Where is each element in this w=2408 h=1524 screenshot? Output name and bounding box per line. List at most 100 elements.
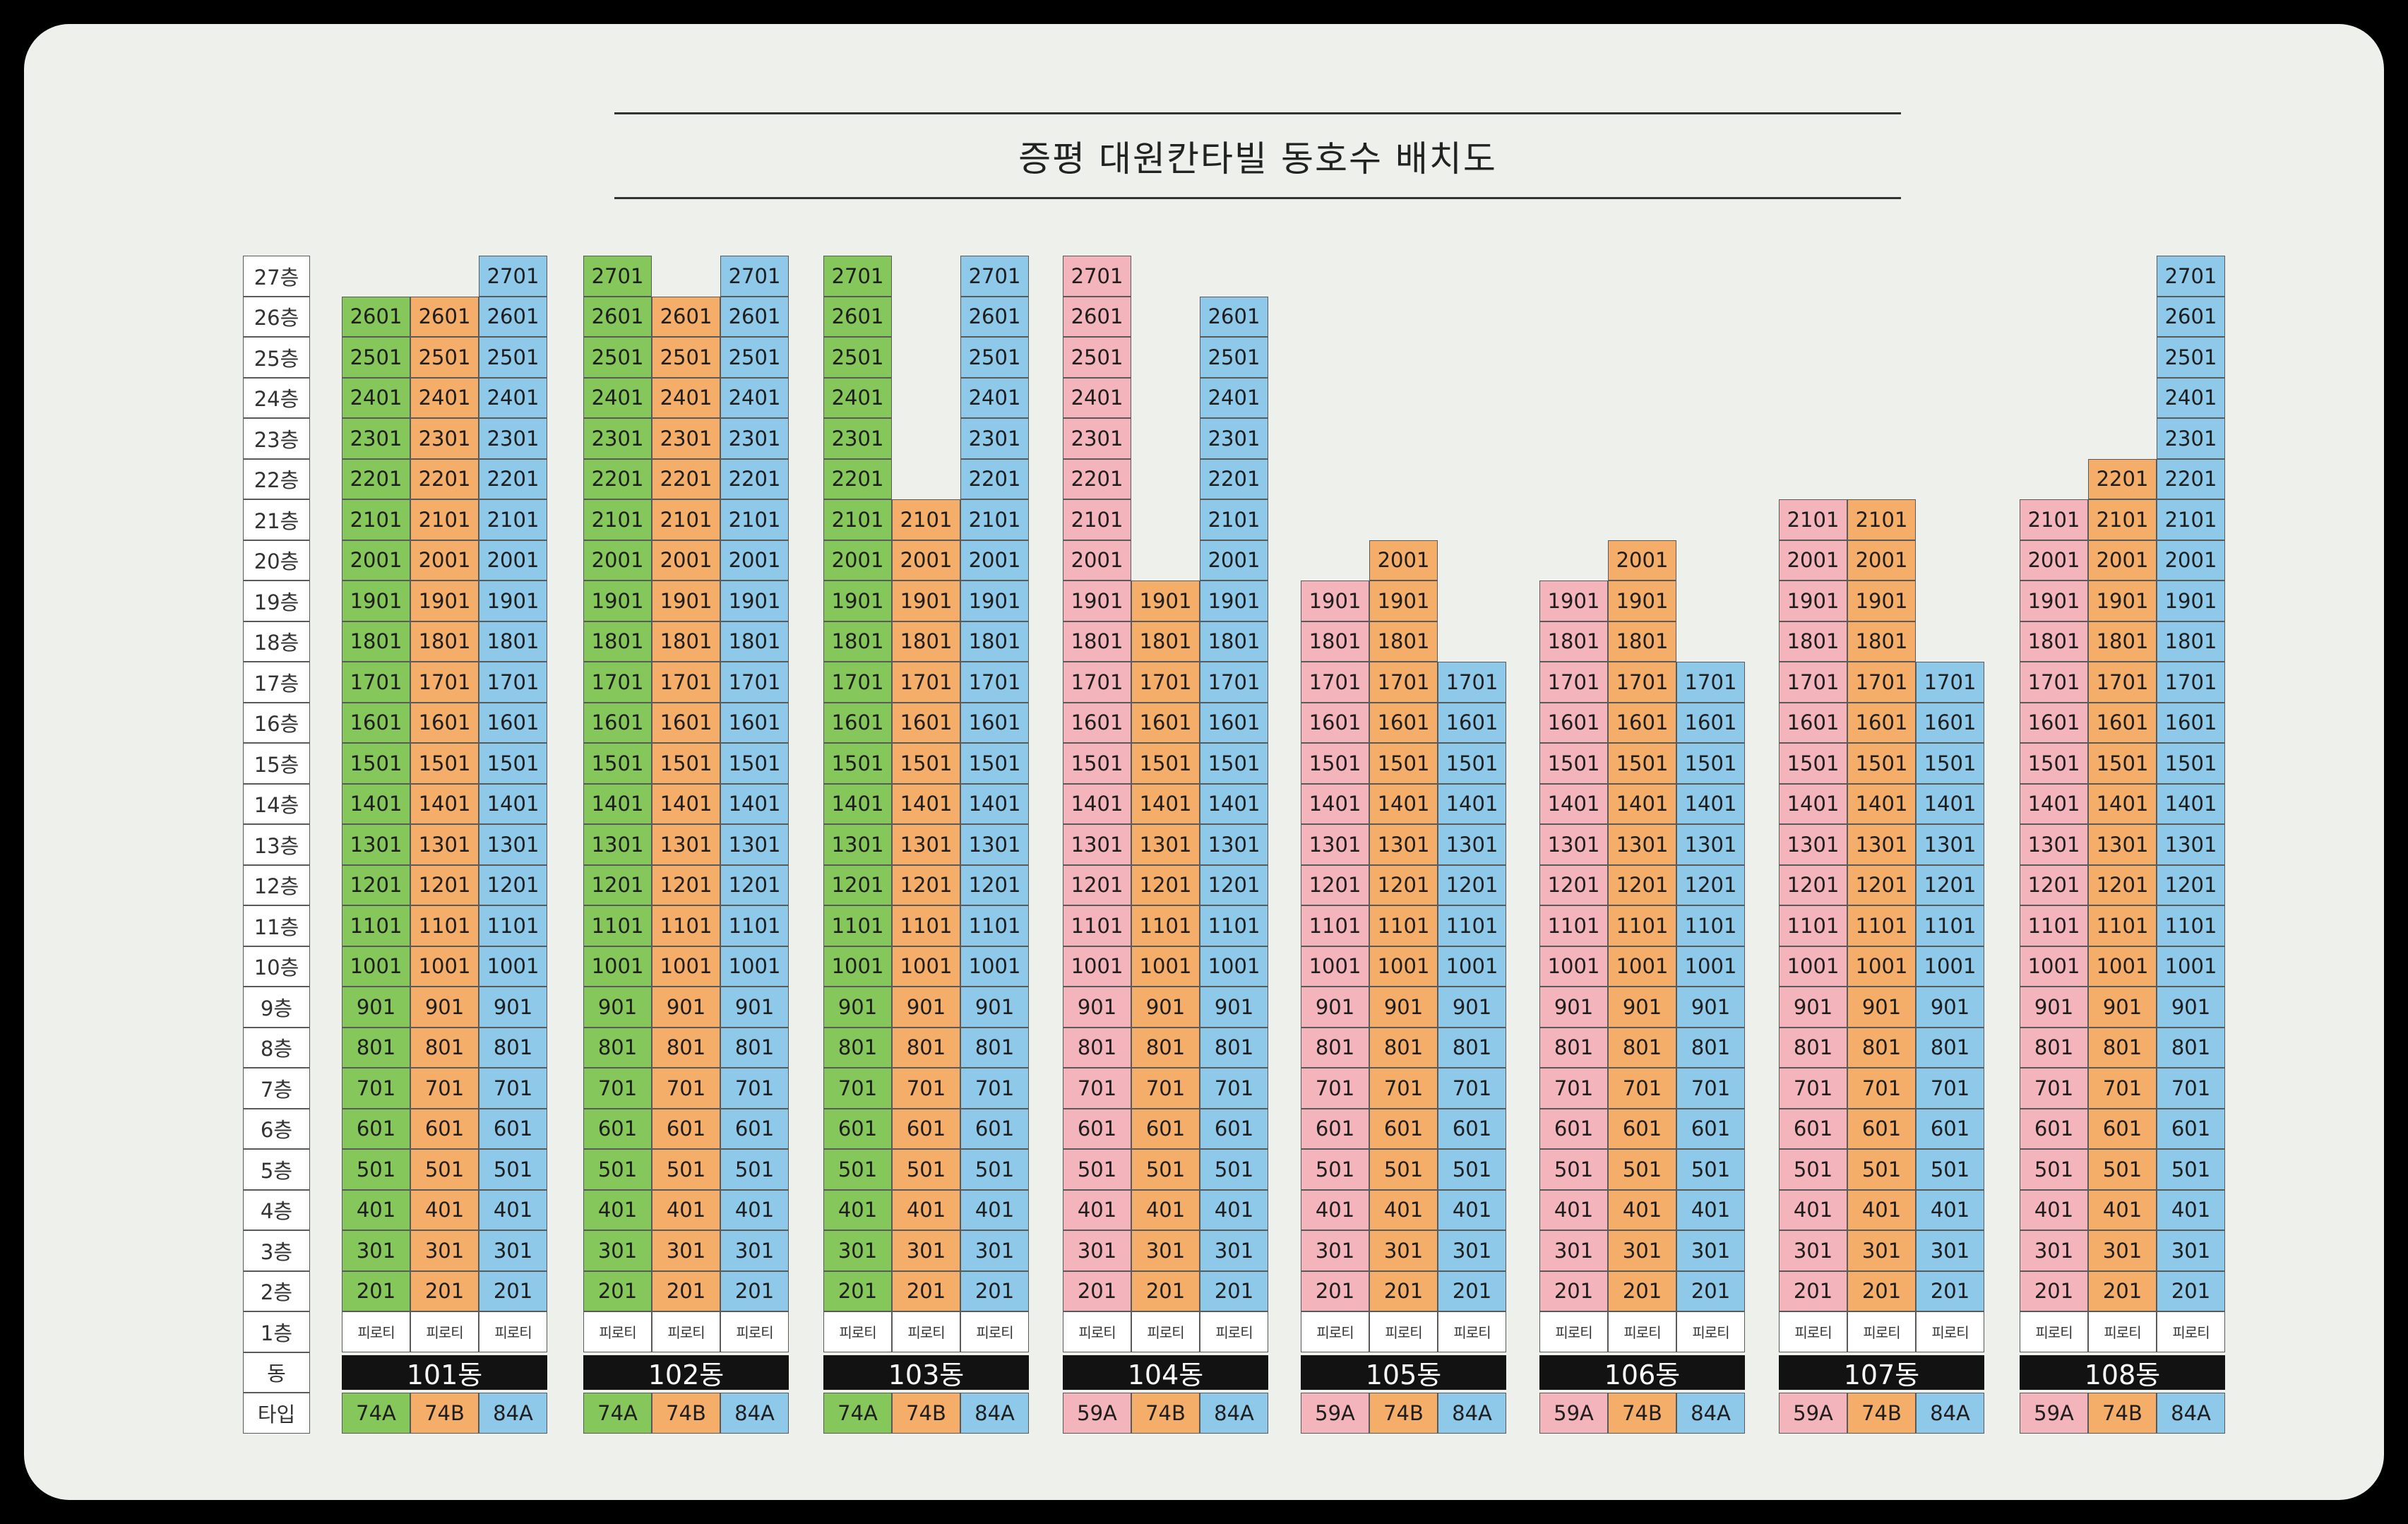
unit-cell: 1301 (960, 824, 1029, 865)
type-cell: 74B (652, 1393, 720, 1434)
unit-cell: 1301 (1676, 824, 1745, 865)
unit-cell: 1901 (1608, 581, 1676, 621)
unit-cell: 1401 (1539, 783, 1608, 824)
unit-cell: 2201 (410, 458, 479, 499)
unit-cell: 1101 (1539, 905, 1608, 946)
unit-cell: 201 (410, 1270, 479, 1311)
unit-cell: 1201 (1539, 864, 1608, 905)
unit-cell: 801 (583, 1027, 652, 1068)
unit-cell: 1501 (1200, 743, 1268, 784)
unit-cell: 2301 (652, 418, 720, 459)
unit-cell: 1201 (2020, 864, 2088, 905)
unit-cell: 1601 (1608, 702, 1676, 743)
unit-cell: 1801 (342, 621, 410, 662)
unit-cell: 1501 (1847, 743, 1916, 784)
unit-cell: 401 (583, 1189, 652, 1230)
unit-cell: 2701 (583, 256, 652, 297)
unit-cell: 2401 (2157, 377, 2225, 418)
unit-cell: 701 (583, 1068, 652, 1109)
floor-label: 17층 (243, 662, 310, 703)
unit-cell: 501 (1131, 1149, 1200, 1190)
unit-cell: 1601 (1369, 702, 1438, 743)
unit-cell: 2601 (823, 296, 892, 337)
unit-cell: 2301 (720, 418, 789, 459)
unit-cell: 201 (1200, 1270, 1268, 1311)
unit-cell: 1801 (1539, 621, 1608, 662)
unit-cell: 1401 (1301, 783, 1369, 824)
pilotis-cell: 피로티 (892, 1311, 960, 1352)
unit-cell: 201 (960, 1270, 1029, 1311)
unit-cell: 2401 (960, 377, 1029, 418)
floor-label: 4층 (243, 1189, 310, 1230)
unit-cell: 401 (1539, 1189, 1608, 1230)
unit-cell: 1101 (1200, 905, 1268, 946)
unit-cell: 2101 (1200, 499, 1268, 540)
unit-cell: 1101 (479, 905, 547, 946)
unit-cell: 2001 (2157, 540, 2225, 581)
unit-cell: 2101 (342, 499, 410, 540)
unit-cell: 1201 (342, 864, 410, 905)
unit-cell: 1001 (479, 946, 547, 987)
unit-cell: 1701 (892, 662, 960, 703)
unit-cell: 201 (1608, 1270, 1676, 1311)
unit-cell: 1401 (2088, 783, 2157, 824)
unit-cell: 1701 (2020, 662, 2088, 703)
unit-cell: 701 (1916, 1068, 1984, 1109)
unit-cell: 2701 (960, 256, 1029, 297)
unit-cell: 1001 (1369, 946, 1438, 987)
unit-cell: 1001 (410, 946, 479, 987)
unit-cell: 901 (1063, 987, 1131, 1028)
unit-cell: 201 (2088, 1270, 2157, 1311)
unit-cell: 1401 (1131, 783, 1200, 824)
unit-cell: 1101 (1369, 905, 1438, 946)
unit-cell: 1601 (1063, 702, 1131, 743)
unit-cell: 1801 (1369, 621, 1438, 662)
unit-cell: 1401 (960, 783, 1029, 824)
unit-cell: 1101 (720, 905, 789, 946)
unit-cell: 1201 (823, 864, 892, 905)
unit-cell: 1701 (1916, 662, 1984, 703)
unit-cell: 1301 (892, 824, 960, 865)
unit-cell: 2101 (1779, 499, 1847, 540)
unit-cell: 1201 (2088, 864, 2157, 905)
type-cell: 84A (1438, 1393, 1506, 1434)
unit-cell: 2101 (652, 499, 720, 540)
pilotis-cell: 피로티 (1539, 1311, 1608, 1352)
unit-cell: 801 (1608, 1027, 1676, 1068)
unit-cell: 1101 (1131, 905, 1200, 946)
unit-cell: 701 (2020, 1068, 2088, 1109)
unit-cell: 1201 (1200, 864, 1268, 905)
unit-cell: 2301 (479, 418, 547, 459)
unit-cell: 1601 (892, 702, 960, 743)
unit-cell: 1401 (1369, 783, 1438, 824)
type-cell: 84A (2157, 1393, 2225, 1434)
unit-cell: 701 (823, 1068, 892, 1109)
floor-label: 25층 (243, 337, 310, 378)
unit-cell: 1801 (823, 621, 892, 662)
unit-cell: 2401 (410, 377, 479, 418)
unit-cell: 701 (892, 1068, 960, 1109)
unit-cell: 2601 (342, 296, 410, 337)
type-cell: 84A (1200, 1393, 1268, 1434)
unit-cell: 801 (960, 1027, 1029, 1068)
unit-cell: 1601 (1539, 702, 1608, 743)
unit-cell: 1001 (1676, 946, 1745, 987)
unit-cell: 1101 (1847, 905, 1916, 946)
unit-cell: 301 (1369, 1230, 1438, 1271)
unit-cell: 1901 (1063, 581, 1131, 621)
unit-cell: 2601 (410, 296, 479, 337)
unit-cell: 1101 (1916, 905, 1984, 946)
unit-cell: 201 (1847, 1270, 1916, 1311)
pilotis-cell: 피로티 (1369, 1311, 1438, 1352)
unit-cell: 701 (1369, 1068, 1438, 1109)
unit-cell: 901 (479, 987, 547, 1028)
unit-cell: 2201 (1200, 458, 1268, 499)
unit-cell: 1801 (1200, 621, 1268, 662)
unit-cell: 501 (1539, 1149, 1608, 1190)
unit-cell: 1901 (1779, 581, 1847, 621)
unit-cell: 801 (2088, 1027, 2157, 1068)
unit-cell: 1301 (1608, 824, 1676, 865)
unit-cell: 1001 (1608, 946, 1676, 987)
unit-cell: 1001 (960, 946, 1029, 987)
unit-cell: 201 (1369, 1270, 1438, 1311)
